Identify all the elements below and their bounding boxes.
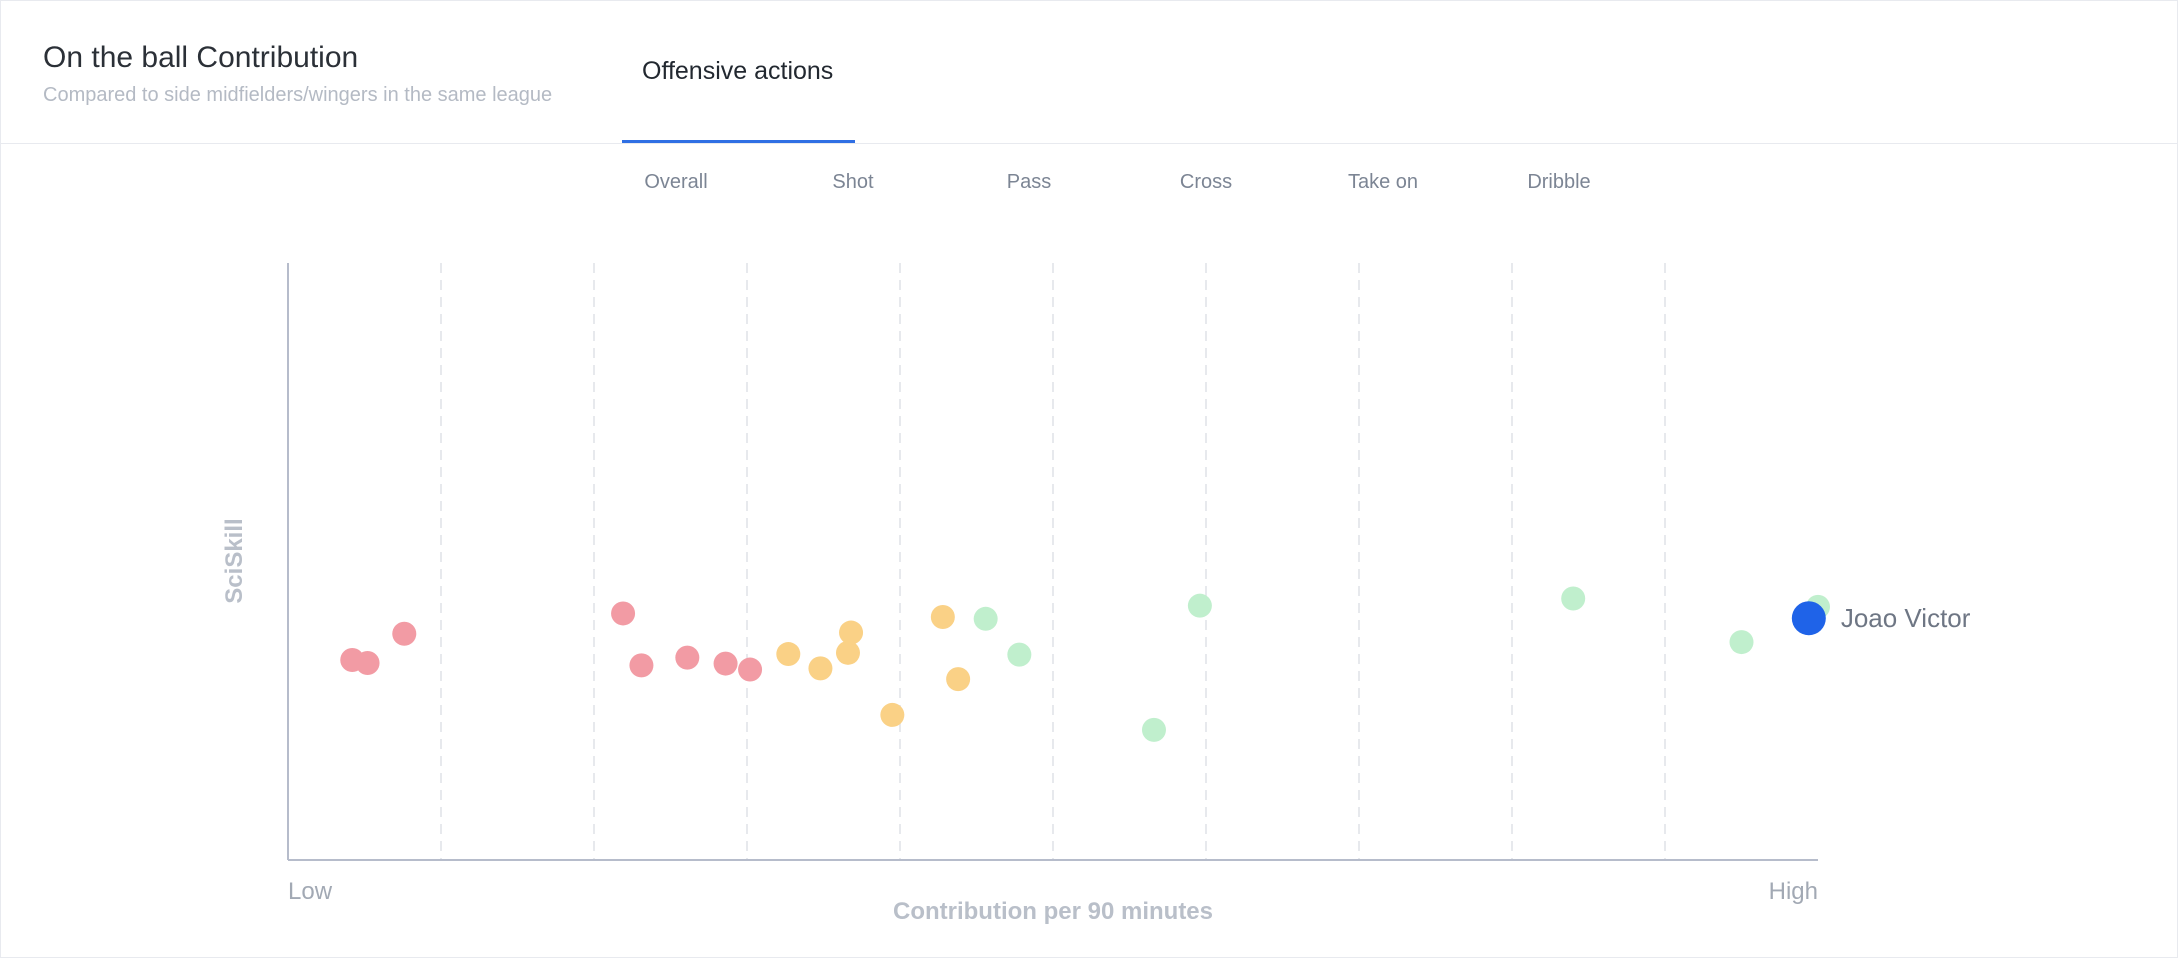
data-point-high[interactable]	[1007, 643, 1031, 667]
highlight-group: Joao Victor	[1792, 601, 1971, 635]
data-point-mid[interactable]	[776, 642, 800, 666]
data-point-mid[interactable]	[880, 703, 904, 727]
x-axis-title: Contribution per 90 minutes	[893, 898, 1213, 925]
data-point-low[interactable]	[629, 653, 653, 677]
grid-lines	[441, 263, 1665, 860]
data-point-mid[interactable]	[946, 667, 970, 691]
data-point-high[interactable]	[1561, 587, 1585, 611]
y-axis-title: SciSkill	[221, 518, 248, 603]
data-point-low[interactable]	[356, 651, 380, 675]
data-point-low[interactable]	[714, 652, 738, 676]
data-points	[340, 587, 1830, 742]
x-tick-high: High	[1769, 878, 1818, 905]
data-point-low[interactable]	[675, 646, 699, 670]
highlight-label: Joao Victor	[1841, 603, 1971, 633]
data-point-high[interactable]	[974, 607, 998, 631]
x-tick-low: Low	[288, 878, 333, 905]
chart-card: On the ball Contribution Compared to sid…	[0, 0, 2178, 958]
data-point-high[interactable]	[1730, 630, 1754, 654]
data-point-mid[interactable]	[839, 621, 863, 645]
scatter-chart: Joao Victor SciSkill Contribution per 90…	[1, 1, 2177, 957]
data-point-mid[interactable]	[836, 641, 860, 665]
data-point-low[interactable]	[611, 601, 635, 625]
data-point-low[interactable]	[738, 658, 762, 682]
data-point-high[interactable]	[1188, 594, 1212, 618]
data-point-mid[interactable]	[808, 656, 832, 680]
highlight-point[interactable]	[1792, 601, 1826, 635]
data-point-mid[interactable]	[931, 605, 955, 629]
data-point-high[interactable]	[1142, 718, 1166, 742]
data-point-low[interactable]	[392, 622, 416, 646]
